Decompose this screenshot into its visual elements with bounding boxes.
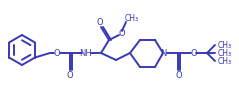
Text: O: O bbox=[191, 49, 197, 58]
Text: CH₃: CH₃ bbox=[125, 14, 139, 23]
Text: O: O bbox=[176, 70, 182, 79]
Text: CH₃: CH₃ bbox=[218, 40, 232, 49]
Text: O: O bbox=[67, 70, 73, 79]
Text: N: N bbox=[160, 49, 166, 58]
Text: O: O bbox=[97, 18, 103, 26]
Text: CH₃: CH₃ bbox=[218, 57, 232, 65]
Text: CH₃: CH₃ bbox=[218, 49, 232, 58]
Text: O: O bbox=[54, 49, 60, 58]
Text: NH: NH bbox=[80, 49, 92, 58]
Text: O: O bbox=[119, 29, 125, 38]
